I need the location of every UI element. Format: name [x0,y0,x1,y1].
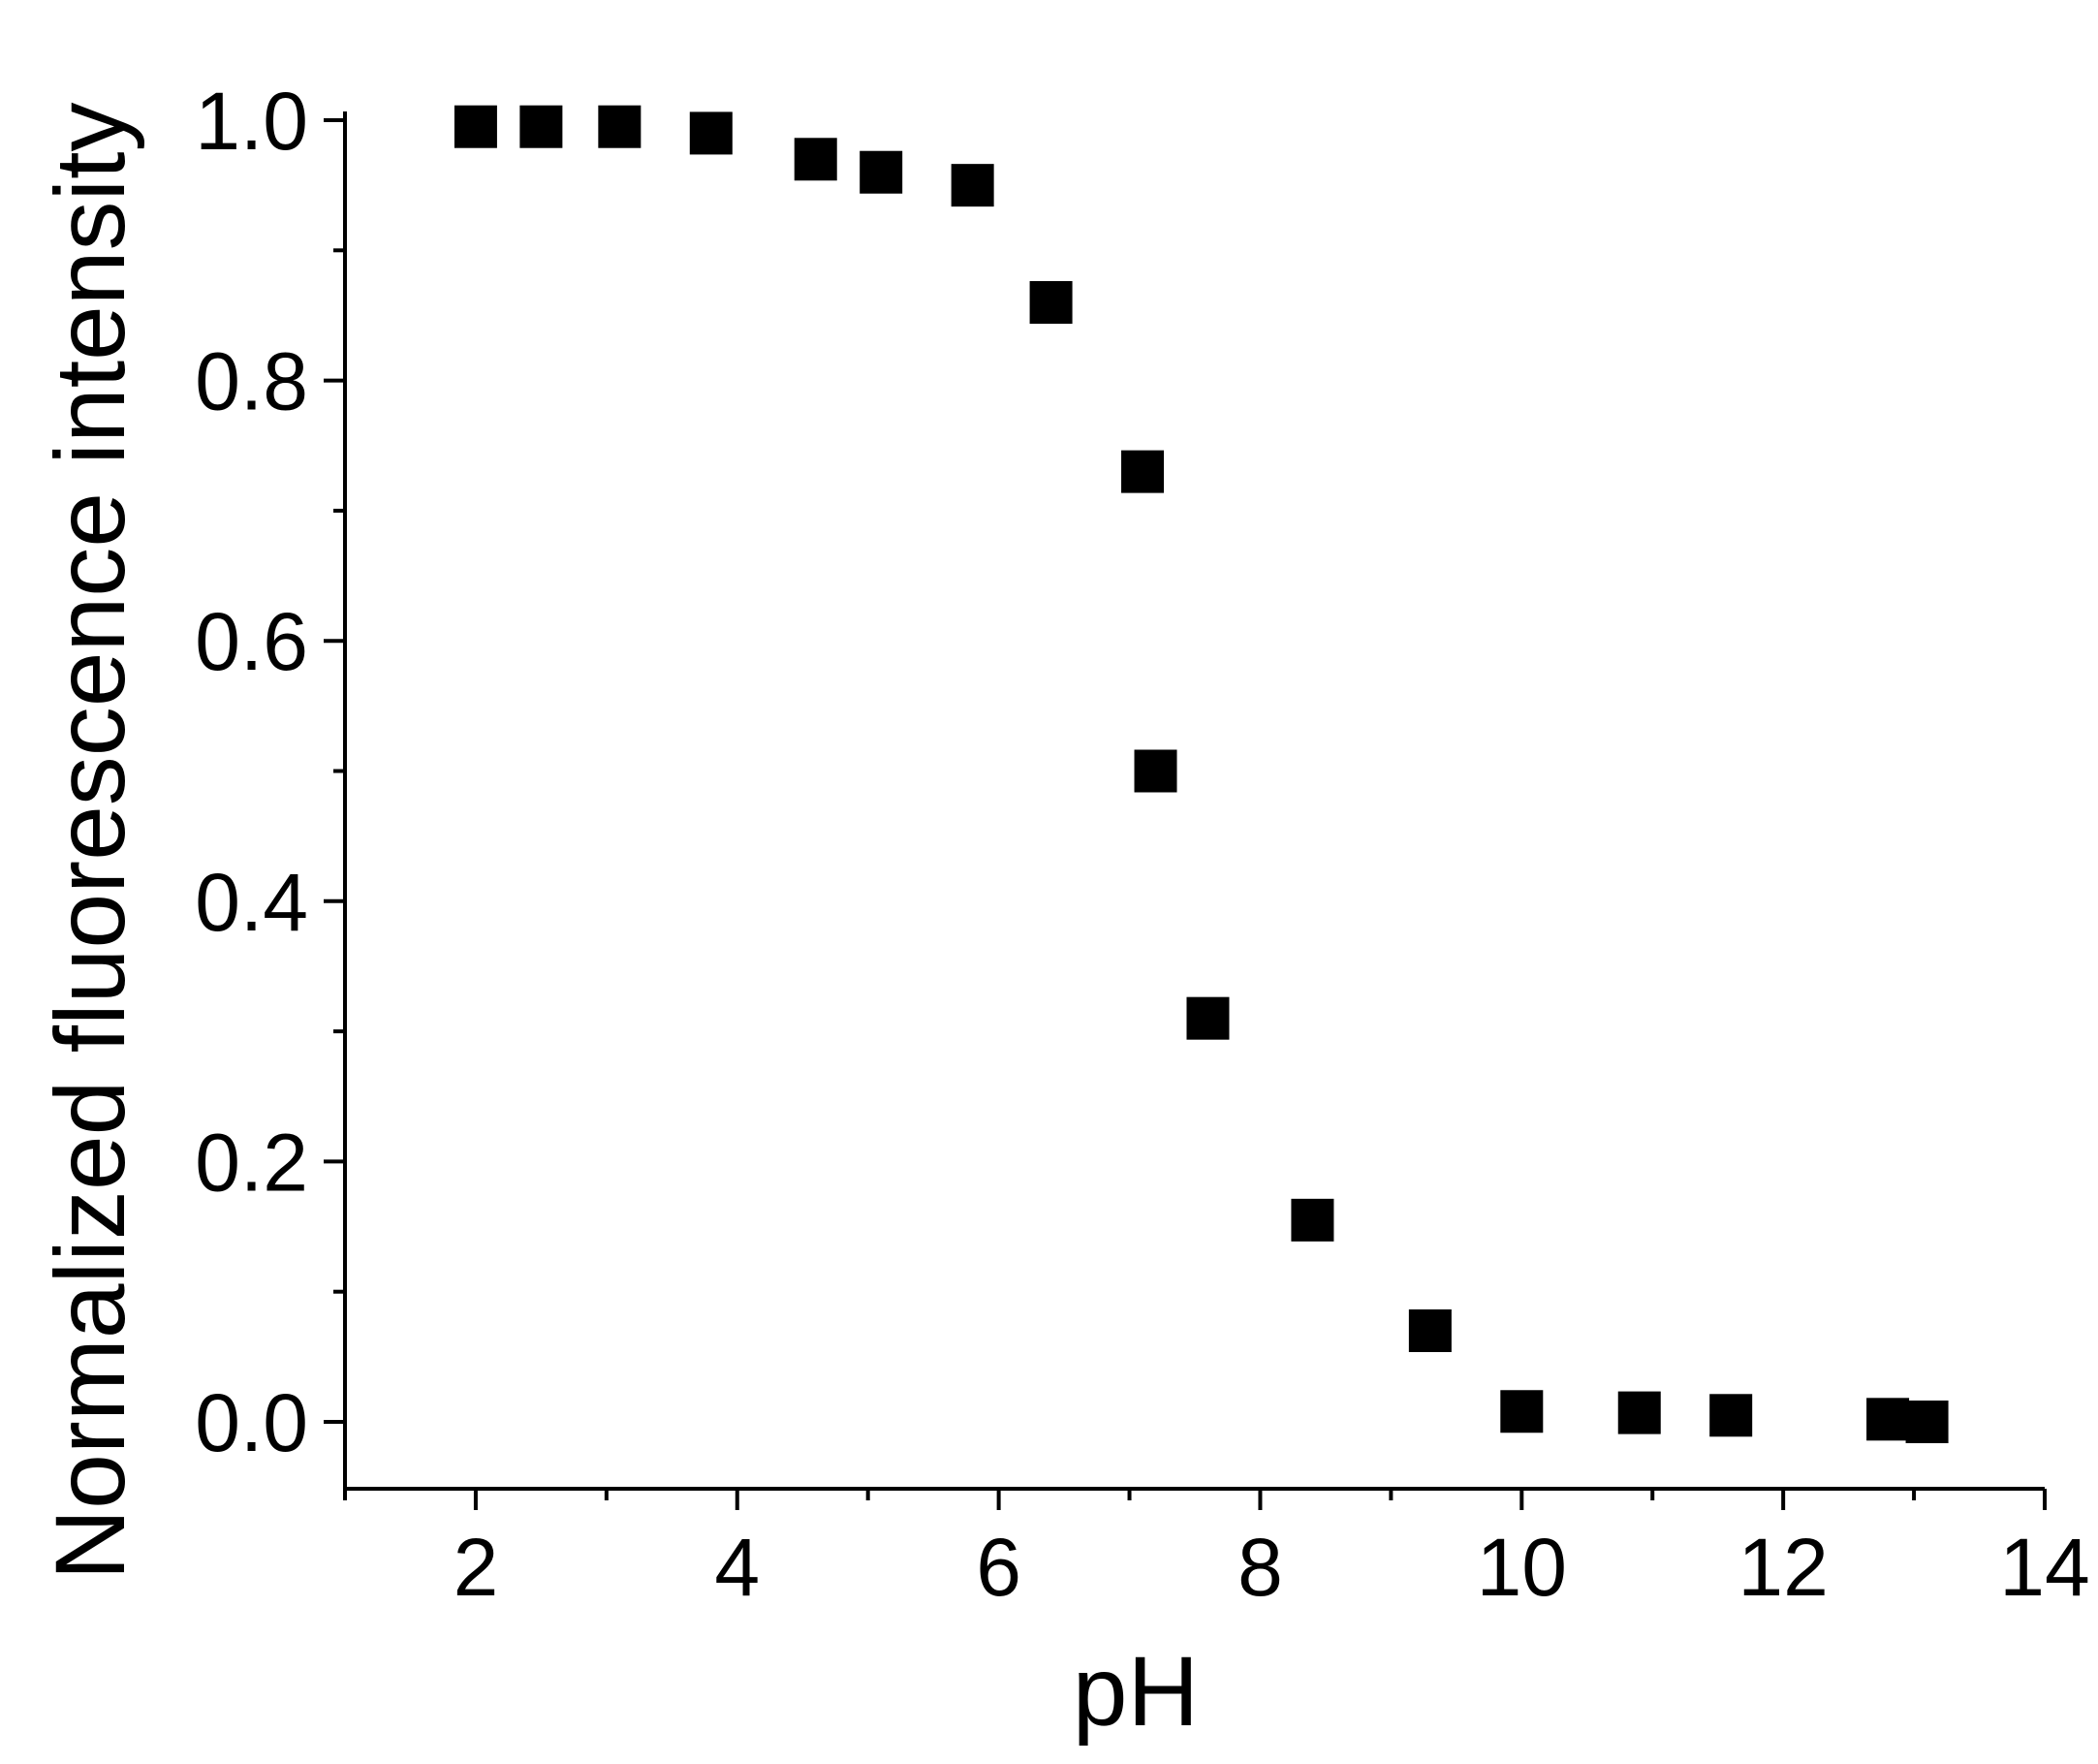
data-point [794,138,837,181]
y-tick-label: 0.0 [195,1377,308,1468]
x-tick-label: 8 [1237,1522,1283,1613]
x-tick-label: 6 [976,1522,1021,1613]
data-point [454,105,497,148]
y-tick-label: 0.2 [195,1117,308,1208]
data-point [519,105,563,148]
x-axis-title: pH [1073,1636,1199,1747]
data-point [689,111,733,155]
data-point [1905,1401,1949,1443]
x-tick-label: 4 [714,1522,760,1613]
data-point [1866,1398,1910,1441]
axes: 0.0 0.2 0.4 0.6 0.8 1.0 2 4 6 8 10 12 14 [195,76,2090,1613]
data-point [1029,281,1073,325]
x-tick-label: 10 [1477,1522,1567,1613]
data-point [1408,1308,1452,1352]
data-point [1500,1390,1544,1433]
x-tick-label: 2 [454,1522,499,1613]
x-tick-label: 14 [1999,1522,2089,1613]
y-axis-title: Normalized fluorescence intensity [35,102,145,1580]
y-tick-label: 1.0 [195,76,308,167]
data-point [1186,996,1230,1040]
x-tick-label: 12 [1738,1522,1828,1613]
y-tick-label: 0.4 [195,857,308,948]
y-tick-label: 0.6 [195,596,308,687]
data-point [1617,1391,1661,1434]
data-point [860,150,903,194]
data-point [1291,1198,1334,1242]
data-point [951,164,994,207]
data-point [1121,450,1165,493]
y-tick-label: 0.8 [195,336,308,427]
data-points [454,105,1949,1443]
data-point [1134,749,1177,793]
data-point [598,105,642,148]
data-point [1709,1394,1753,1437]
